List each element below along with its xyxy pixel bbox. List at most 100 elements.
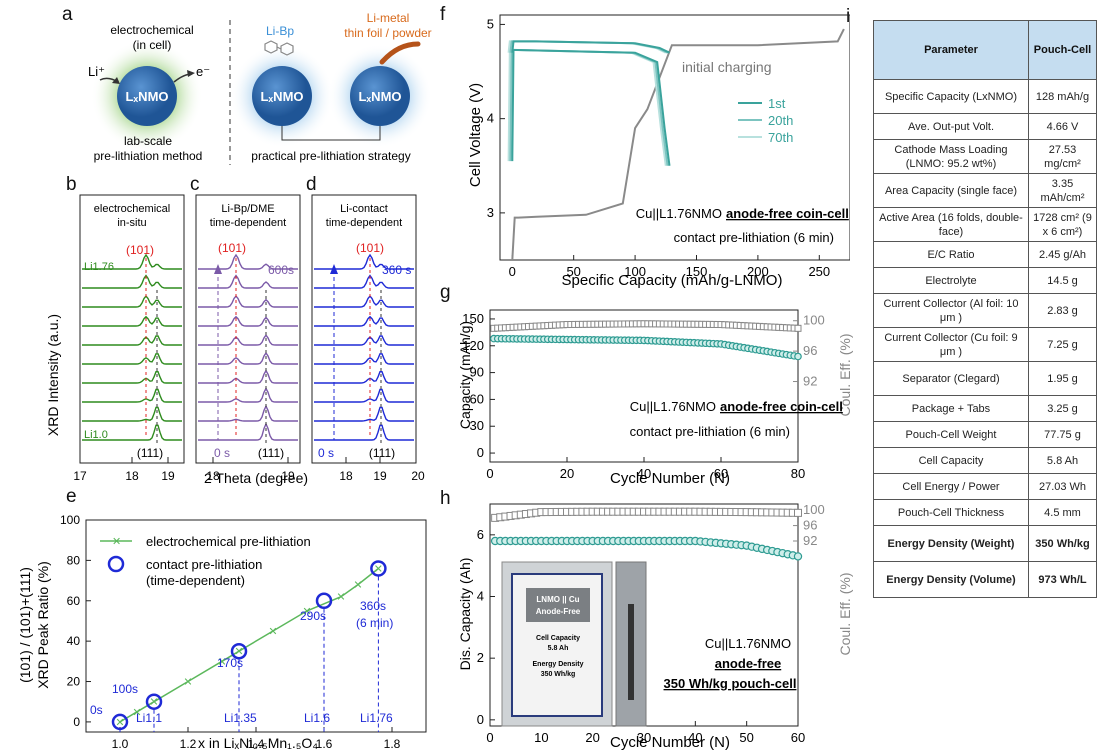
- middle-sphere: [252, 66, 312, 126]
- photo-label-5: Energy Density: [533, 661, 584, 668]
- table-row: Electrolyte 14.5 g: [873, 267, 1097, 294]
- h-y2tick: 96: [803, 518, 817, 533]
- table-row: Energy Density (Volume) 973 Wh/L: [873, 561, 1097, 598]
- h-ytick: 6: [477, 527, 484, 542]
- f-discharge-line: [507, 48, 667, 166]
- table-cell-parameter: Cell Capacity: [873, 447, 1029, 474]
- e-xtick: 1.4: [248, 737, 265, 751]
- e-electrochem-point: ✕: [149, 697, 158, 709]
- table-cell-value: 2.45 g/Ah: [1028, 241, 1097, 268]
- f-xtick: 150: [686, 264, 708, 279]
- g-frame: [489, 309, 799, 463]
- panel-label-i: i: [846, 6, 851, 27]
- g-xlabel: Cycle Number (N): [610, 470, 730, 487]
- f-legend-1st: 1st: [768, 96, 786, 111]
- table-cell-parameter: Current Collector (Cu foil: 9 μm ): [873, 327, 1029, 362]
- c-top-label: 600s: [268, 263, 294, 277]
- table-cell-value: 3.35 mAh/cm²: [1028, 173, 1097, 208]
- e-ytick: 60: [67, 594, 81, 608]
- e-li-label-3: Li1.6: [304, 711, 330, 725]
- metal-label-2: thin foil / powder: [344, 26, 431, 40]
- b-bottom-label: Li1.0: [84, 429, 108, 441]
- table-header-parameter: Parameter: [873, 20, 1029, 80]
- left-title-1: electrochemical: [110, 23, 193, 37]
- table-cell-value: 1728 cm² (9 x 6 cm²): [1028, 207, 1097, 242]
- table-cell-value: 3.25 g: [1028, 395, 1097, 422]
- left-caption-2: pre-lithiation method: [94, 149, 203, 163]
- b-xrd-pattern: [82, 335, 182, 346]
- biphenyl-icon: [264, 40, 294, 56]
- table-cell-value: 973 Wh/L: [1028, 561, 1097, 598]
- f-xtick: 50: [566, 264, 580, 279]
- h-caption-3: 350 Wh/kg pouch-cell: [664, 676, 797, 691]
- table-cell-value: 5.8 Ah: [1028, 447, 1097, 474]
- c-xrd-pattern: [198, 404, 298, 422]
- li-plus-label: Li⁺: [88, 64, 105, 79]
- frame-b: [79, 194, 185, 464]
- e-contact-point: [315, 592, 333, 610]
- e-ytick: 100: [60, 513, 80, 527]
- frame-d: [311, 194, 417, 464]
- li-arrow-head-icon: [112, 77, 120, 84]
- table-cell-parameter: Cathode Mass Loading (LNMO: 95.2 wt%): [873, 139, 1029, 174]
- c-xtick: 19: [281, 469, 295, 483]
- b-xrd-pattern: [82, 406, 182, 422]
- f-discharge-line: [511, 48, 671, 166]
- c-title-2: time-dependent: [210, 217, 286, 229]
- libp-label: Li-Bp: [266, 24, 294, 38]
- h-xtick: 60: [791, 730, 805, 745]
- g-ytick: 0: [477, 445, 484, 460]
- table-cell-value: 4.66 V: [1028, 113, 1097, 140]
- d-title-2: time-dependent: [326, 217, 402, 229]
- photo-label-2: Anode-Free: [536, 607, 581, 616]
- table-cell-value: 77.75 g: [1028, 421, 1097, 448]
- photo-label-1: LNMO || Cu: [536, 595, 579, 604]
- d-xrd-pattern: [314, 371, 414, 384]
- d-xrd-pattern: [314, 335, 414, 346]
- b-top-label: Li1.76: [84, 261, 114, 273]
- table-row: Cathode Mass Loading (LNMO: 95.2 wt%) 27.…: [873, 139, 1097, 174]
- table-cell-parameter: Current Collector (Al foil: 10 μm ): [873, 293, 1029, 328]
- table-cell-parameter: Pouch-Cell Thickness: [873, 499, 1029, 526]
- e-contact-point: [145, 693, 163, 710]
- b-xtick: 18: [125, 469, 139, 483]
- h-xlabel: Cycle Number (N): [610, 734, 730, 751]
- table-cell-value: 350 Wh/kg: [1028, 525, 1097, 562]
- left-caption-1: lab-scale: [124, 134, 172, 148]
- b-xrd-pattern: [82, 371, 182, 384]
- h-ytick: 4: [477, 589, 484, 604]
- h-caption-1: Cu||L1.76NMO: [705, 636, 791, 651]
- table-cell-parameter: Cell Energy / Power: [873, 473, 1029, 500]
- e-xtick: 1.0: [112, 737, 129, 751]
- h-ytick: 2: [477, 650, 484, 665]
- b-xrd-pattern: [82, 424, 182, 441]
- g-xtick: 60: [714, 466, 728, 481]
- f-frame: [499, 14, 850, 261]
- table-cell-parameter: Energy Density (Weight): [873, 525, 1029, 562]
- g-ylabel-right: Coul. Eff. (%): [837, 334, 853, 417]
- table-cell-value: 4.5 mm: [1028, 499, 1097, 526]
- panel-bcd-xrd: XRD Intensity (a.u.) 2 Theta (degree) el…: [45, 194, 425, 486]
- h-caption-2: anode-free: [715, 656, 781, 671]
- e-legend-line-text: electrochemical pre-lithiation: [146, 534, 311, 549]
- table-cell-parameter: Separator (Clegard): [873, 361, 1029, 396]
- panel-f-chart: Cell Voltage (V) Specific Capacity (mAh/…: [467, 14, 850, 288]
- table-row: Pouch-Cell Thickness 4.5 mm: [873, 499, 1097, 526]
- table-cell-parameter: Pouch-Cell Weight: [873, 421, 1029, 448]
- panel-e-chart: (101) / (101)+(111) XRD Peak Ratio (%) x…: [17, 513, 427, 751]
- f-initial-charging-line: [511, 28, 845, 261]
- table-row: Separator (Clegard) 1.95 g: [873, 361, 1097, 396]
- panel-label-b: b: [66, 174, 77, 195]
- h-y2tick: 100: [803, 502, 825, 517]
- g-ce-point: [794, 324, 802, 332]
- table-cell-parameter: Energy Density (Volume): [873, 561, 1029, 598]
- f-xtick: 100: [624, 264, 646, 279]
- table-cell-value: 2.83 g: [1028, 293, 1097, 328]
- e-ytick: 80: [67, 553, 81, 567]
- e-xtick: 1.2: [180, 737, 197, 751]
- f-xlabel: Specific Capacity (mAh/g-LNMO): [562, 272, 783, 288]
- g-caption-2: contact pre-lithiation (6 min): [630, 424, 790, 439]
- bracket: [281, 126, 381, 141]
- d-title-1: Li-contact: [340, 203, 388, 215]
- e-ylabel-1: (101) / (101)+(111): [17, 567, 33, 683]
